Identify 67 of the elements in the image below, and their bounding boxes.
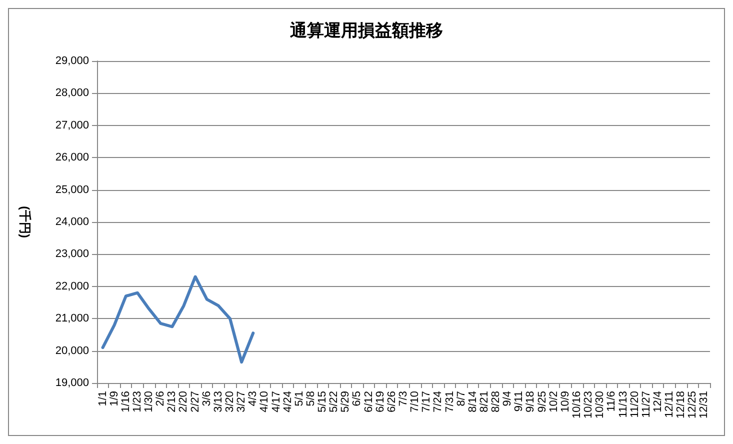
x-tick-label: 7/17: [420, 391, 433, 412]
x-tick-label: 3/27: [236, 391, 248, 412]
x-tick-label: 3/6: [200, 391, 213, 406]
x-tick-label: 10/2: [548, 391, 560, 412]
x-tick-label: 1/9: [108, 391, 120, 406]
x-tick-label: 7/3: [398, 391, 410, 406]
x-tick-label: 5/22: [328, 391, 340, 412]
x-tick-label: 11/6: [606, 391, 618, 412]
x-tick-label: 11/13: [617, 391, 630, 418]
x-tick-label: 4/17: [270, 391, 282, 412]
x-tick-label: 10/9: [559, 391, 572, 412]
x-tick-label: 1/16: [120, 391, 132, 412]
x-tick-label: 5/8: [304, 391, 317, 406]
x-tick-label: 8/14: [466, 391, 479, 412]
x-tick-label: 10/30: [594, 391, 606, 419]
x-tick-label: 1/30: [143, 391, 156, 412]
x-tick-label: 4/3: [247, 391, 260, 406]
x-tick-label: 6/26: [386, 391, 398, 412]
x-tick-label: 7/10: [409, 391, 422, 412]
x-tick-label: 4/10: [258, 391, 271, 412]
x-tick-label: 10/16: [570, 391, 583, 419]
x-tick-label: 8/28: [490, 391, 502, 412]
x-tick-label: 12/18: [675, 391, 688, 419]
chart-title: 通算運用損益額推移: [289, 21, 443, 40]
x-tick-label: 8/7: [455, 391, 468, 406]
x-tick-label: 2/27: [189, 391, 202, 412]
x-tick-label: 9/4: [502, 391, 514, 406]
x-tick-label: 9/18: [524, 391, 537, 412]
x-tick-label: 3/20: [224, 391, 236, 412]
y-tick-label: 29,000: [55, 55, 89, 67]
x-tick-label: 9/11: [513, 391, 526, 412]
x-tick-label: 3/13: [212, 391, 224, 412]
x-tick-label: 5/1: [293, 391, 306, 406]
y-tick-label: 22,000: [55, 280, 89, 292]
x-tick-label: 9/25: [536, 391, 548, 412]
x-tick-label: 6/5: [351, 391, 364, 406]
x-tick-label: 12/11: [664, 391, 676, 418]
y-tick-label: 21,000: [55, 312, 89, 325]
x-tick-label: 6/19: [374, 391, 386, 412]
x-tick-label: 8/21: [478, 391, 490, 412]
y-tick-label: 23,000: [55, 248, 89, 260]
x-tick-label: 12/4: [652, 391, 664, 412]
x-tick-label: 5/15: [316, 391, 329, 412]
x-tick-label: 5/29: [340, 391, 352, 412]
x-tick-label: 2/20: [178, 391, 190, 412]
x-tick-label: 12/31: [698, 391, 710, 419]
y-tick-label: 25,000: [55, 184, 89, 196]
y-tick-label: 27,000: [55, 119, 89, 132]
x-tick-label: 7/31: [444, 391, 456, 412]
x-tick-label: 10/23: [582, 391, 595, 419]
y-tick-label: 28,000: [55, 87, 89, 100]
x-tick-label: 2/13: [166, 391, 178, 412]
y-tick-label: 24,000: [55, 216, 89, 228]
y-tick-label: 26,000: [55, 152, 89, 164]
x-tick-label: 11/20: [628, 391, 641, 418]
x-tick-label: 11/27: [640, 391, 652, 418]
x-tick-label: 1/23: [131, 391, 144, 412]
y-tick-label: 20,000: [55, 344, 89, 357]
x-tick-label: 2/6: [154, 391, 167, 406]
y-axis-title: (千円): [18, 206, 32, 238]
x-tick-label: 7/24: [432, 391, 444, 412]
line-series: [101, 275, 255, 364]
x-tick-label: 12/25: [686, 391, 699, 419]
x-tick-label: 6/12: [362, 391, 375, 412]
x-tick-label: 4/24: [282, 391, 294, 412]
y-tick-label: 19,000: [55, 377, 89, 389]
x-tick-label: 1/1: [96, 391, 109, 406]
